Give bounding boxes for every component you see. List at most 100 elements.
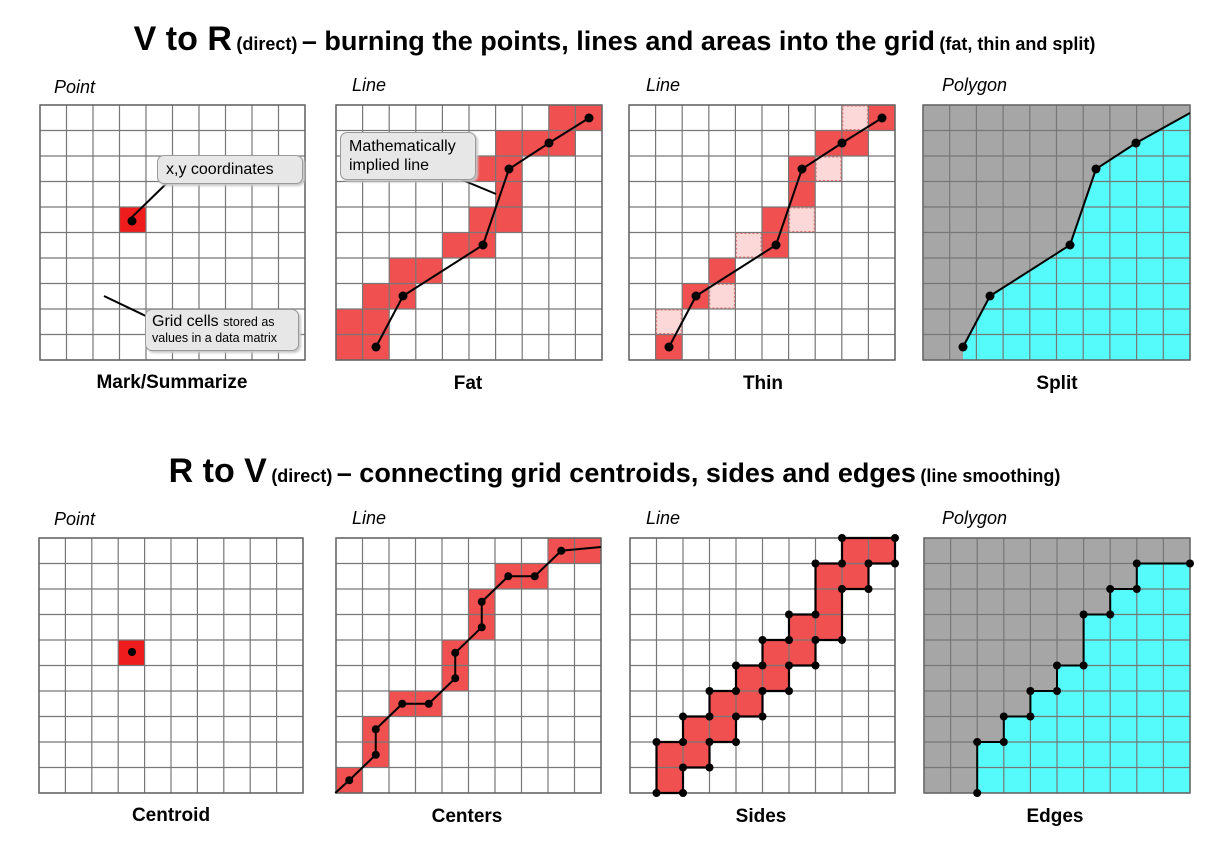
edge-vertex bbox=[1026, 712, 1035, 721]
edge-vertex bbox=[1106, 610, 1115, 619]
title-main: V to R bbox=[133, 20, 232, 58]
edge-vertex bbox=[973, 789, 982, 797]
side-vertex bbox=[838, 636, 846, 644]
title-paren: (line smoothing) bbox=[920, 466, 1061, 486]
excluded-cell bbox=[789, 207, 815, 232]
line-vertex bbox=[877, 113, 887, 123]
fat-cell bbox=[495, 130, 523, 156]
callout-xy-coordinates: x,y coordinates bbox=[157, 155, 303, 184]
side-vertex bbox=[811, 559, 820, 568]
grid-panel-centroid bbox=[38, 537, 304, 794]
sides-cell bbox=[683, 742, 710, 768]
grid-panel-centers bbox=[334, 537, 602, 794]
title-paren: (direct) bbox=[236, 34, 298, 54]
sides-cell bbox=[762, 665, 789, 691]
section-title-v-to-r: V to R (direct) – burning the points, li… bbox=[0, 20, 1229, 59]
line-vertex bbox=[584, 113, 594, 123]
sides-cell bbox=[815, 563, 842, 589]
sides-cell bbox=[868, 538, 895, 564]
title-rest: – burning the points, lines and areas in… bbox=[301, 26, 935, 56]
side-vertex bbox=[652, 789, 661, 797]
polygon-inside-area bbox=[963, 113, 1190, 360]
callout-grid-cells: Grid cells stored as values in a data ma… bbox=[145, 309, 299, 351]
side-vertex bbox=[705, 738, 714, 746]
excluded-cell bbox=[656, 309, 682, 334]
sides-cell bbox=[842, 563, 869, 589]
cell-center-point bbox=[530, 572, 539, 581]
grid-border bbox=[39, 104, 306, 361]
callout-text-small: stored as bbox=[223, 315, 275, 329]
grid-border bbox=[629, 537, 896, 794]
side-vertex bbox=[705, 712, 714, 721]
sides-cell bbox=[736, 665, 763, 691]
side-vertex bbox=[838, 534, 846, 542]
grid-panel-edges bbox=[923, 537, 1194, 797]
edge-vertex bbox=[1053, 687, 1061, 695]
side-vertex bbox=[891, 559, 899, 568]
side-vertex bbox=[811, 636, 820, 644]
grid-border bbox=[628, 104, 896, 361]
line-vertex bbox=[664, 342, 674, 352]
grid-border bbox=[923, 537, 1191, 794]
caption-split: Split bbox=[1036, 373, 1078, 394]
excluded-cell bbox=[735, 233, 762, 258]
edge-vertex bbox=[1079, 610, 1088, 619]
cell-center-point bbox=[451, 674, 460, 683]
grid-border bbox=[335, 104, 603, 361]
edge-vertex bbox=[999, 738, 1008, 746]
panel-label-line-6: Line bbox=[352, 508, 387, 528]
edge-vertex bbox=[1132, 559, 1141, 568]
fat-cell bbox=[336, 309, 363, 335]
side-vertex bbox=[652, 738, 661, 746]
boundary-vertex bbox=[985, 291, 995, 301]
panel-label-line-7: Line bbox=[646, 508, 681, 528]
line-vertex bbox=[771, 240, 781, 250]
excluded-cell bbox=[709, 284, 735, 309]
panel-label-point-1: Point bbox=[54, 77, 96, 97]
side-vertex bbox=[785, 661, 793, 670]
polygon-boundary-line bbox=[962, 112, 1191, 348]
sides-cell bbox=[815, 589, 842, 615]
edge-vertex bbox=[1132, 585, 1141, 593]
side-vertex bbox=[785, 687, 793, 695]
side-vertex bbox=[758, 687, 767, 695]
side-vertex bbox=[679, 763, 687, 772]
edge-vertex bbox=[1106, 585, 1115, 593]
side-vertex bbox=[732, 687, 740, 695]
side-vertex bbox=[785, 610, 793, 619]
sides-cell bbox=[815, 614, 842, 640]
side-vertex bbox=[758, 636, 767, 644]
grid-border bbox=[335, 537, 602, 794]
side-vertex bbox=[811, 661, 820, 670]
cell-center-point bbox=[371, 725, 380, 734]
implied-vector-line bbox=[668, 117, 883, 348]
callout-text: implied line bbox=[349, 157, 430, 174]
panel-label-line-3: Line bbox=[646, 75, 681, 95]
edge-vertex bbox=[999, 712, 1008, 721]
edge-vertex bbox=[1053, 661, 1061, 670]
side-vertex bbox=[705, 687, 714, 695]
caption-thin: Thin bbox=[742, 373, 784, 394]
callout-text: Grid cells bbox=[152, 313, 219, 330]
title-paren: (fat, thin and split) bbox=[939, 34, 1096, 54]
side-vertex bbox=[758, 712, 767, 721]
implied-vector-line bbox=[375, 117, 590, 348]
fat-cell bbox=[442, 232, 469, 258]
edge-vertex bbox=[1186, 559, 1194, 568]
grid-panel-split bbox=[922, 104, 1191, 361]
fat-cell bbox=[389, 258, 416, 284]
excluded-cell bbox=[815, 156, 842, 181]
cell-center-point bbox=[477, 597, 486, 606]
point-coordinate bbox=[127, 216, 137, 226]
grid-panel-sides bbox=[629, 534, 899, 797]
line-vertex bbox=[371, 342, 381, 352]
boundary-vertex bbox=[958, 342, 968, 352]
sides-cell bbox=[656, 767, 683, 793]
boundary-vertex bbox=[1065, 240, 1075, 250]
caption-edges: Edges bbox=[1026, 806, 1084, 827]
centroid-connecting-line bbox=[334, 546, 602, 794]
cell-center-point bbox=[451, 648, 460, 657]
line-vertex bbox=[504, 164, 514, 174]
grid-pointer-line bbox=[103, 295, 151, 319]
